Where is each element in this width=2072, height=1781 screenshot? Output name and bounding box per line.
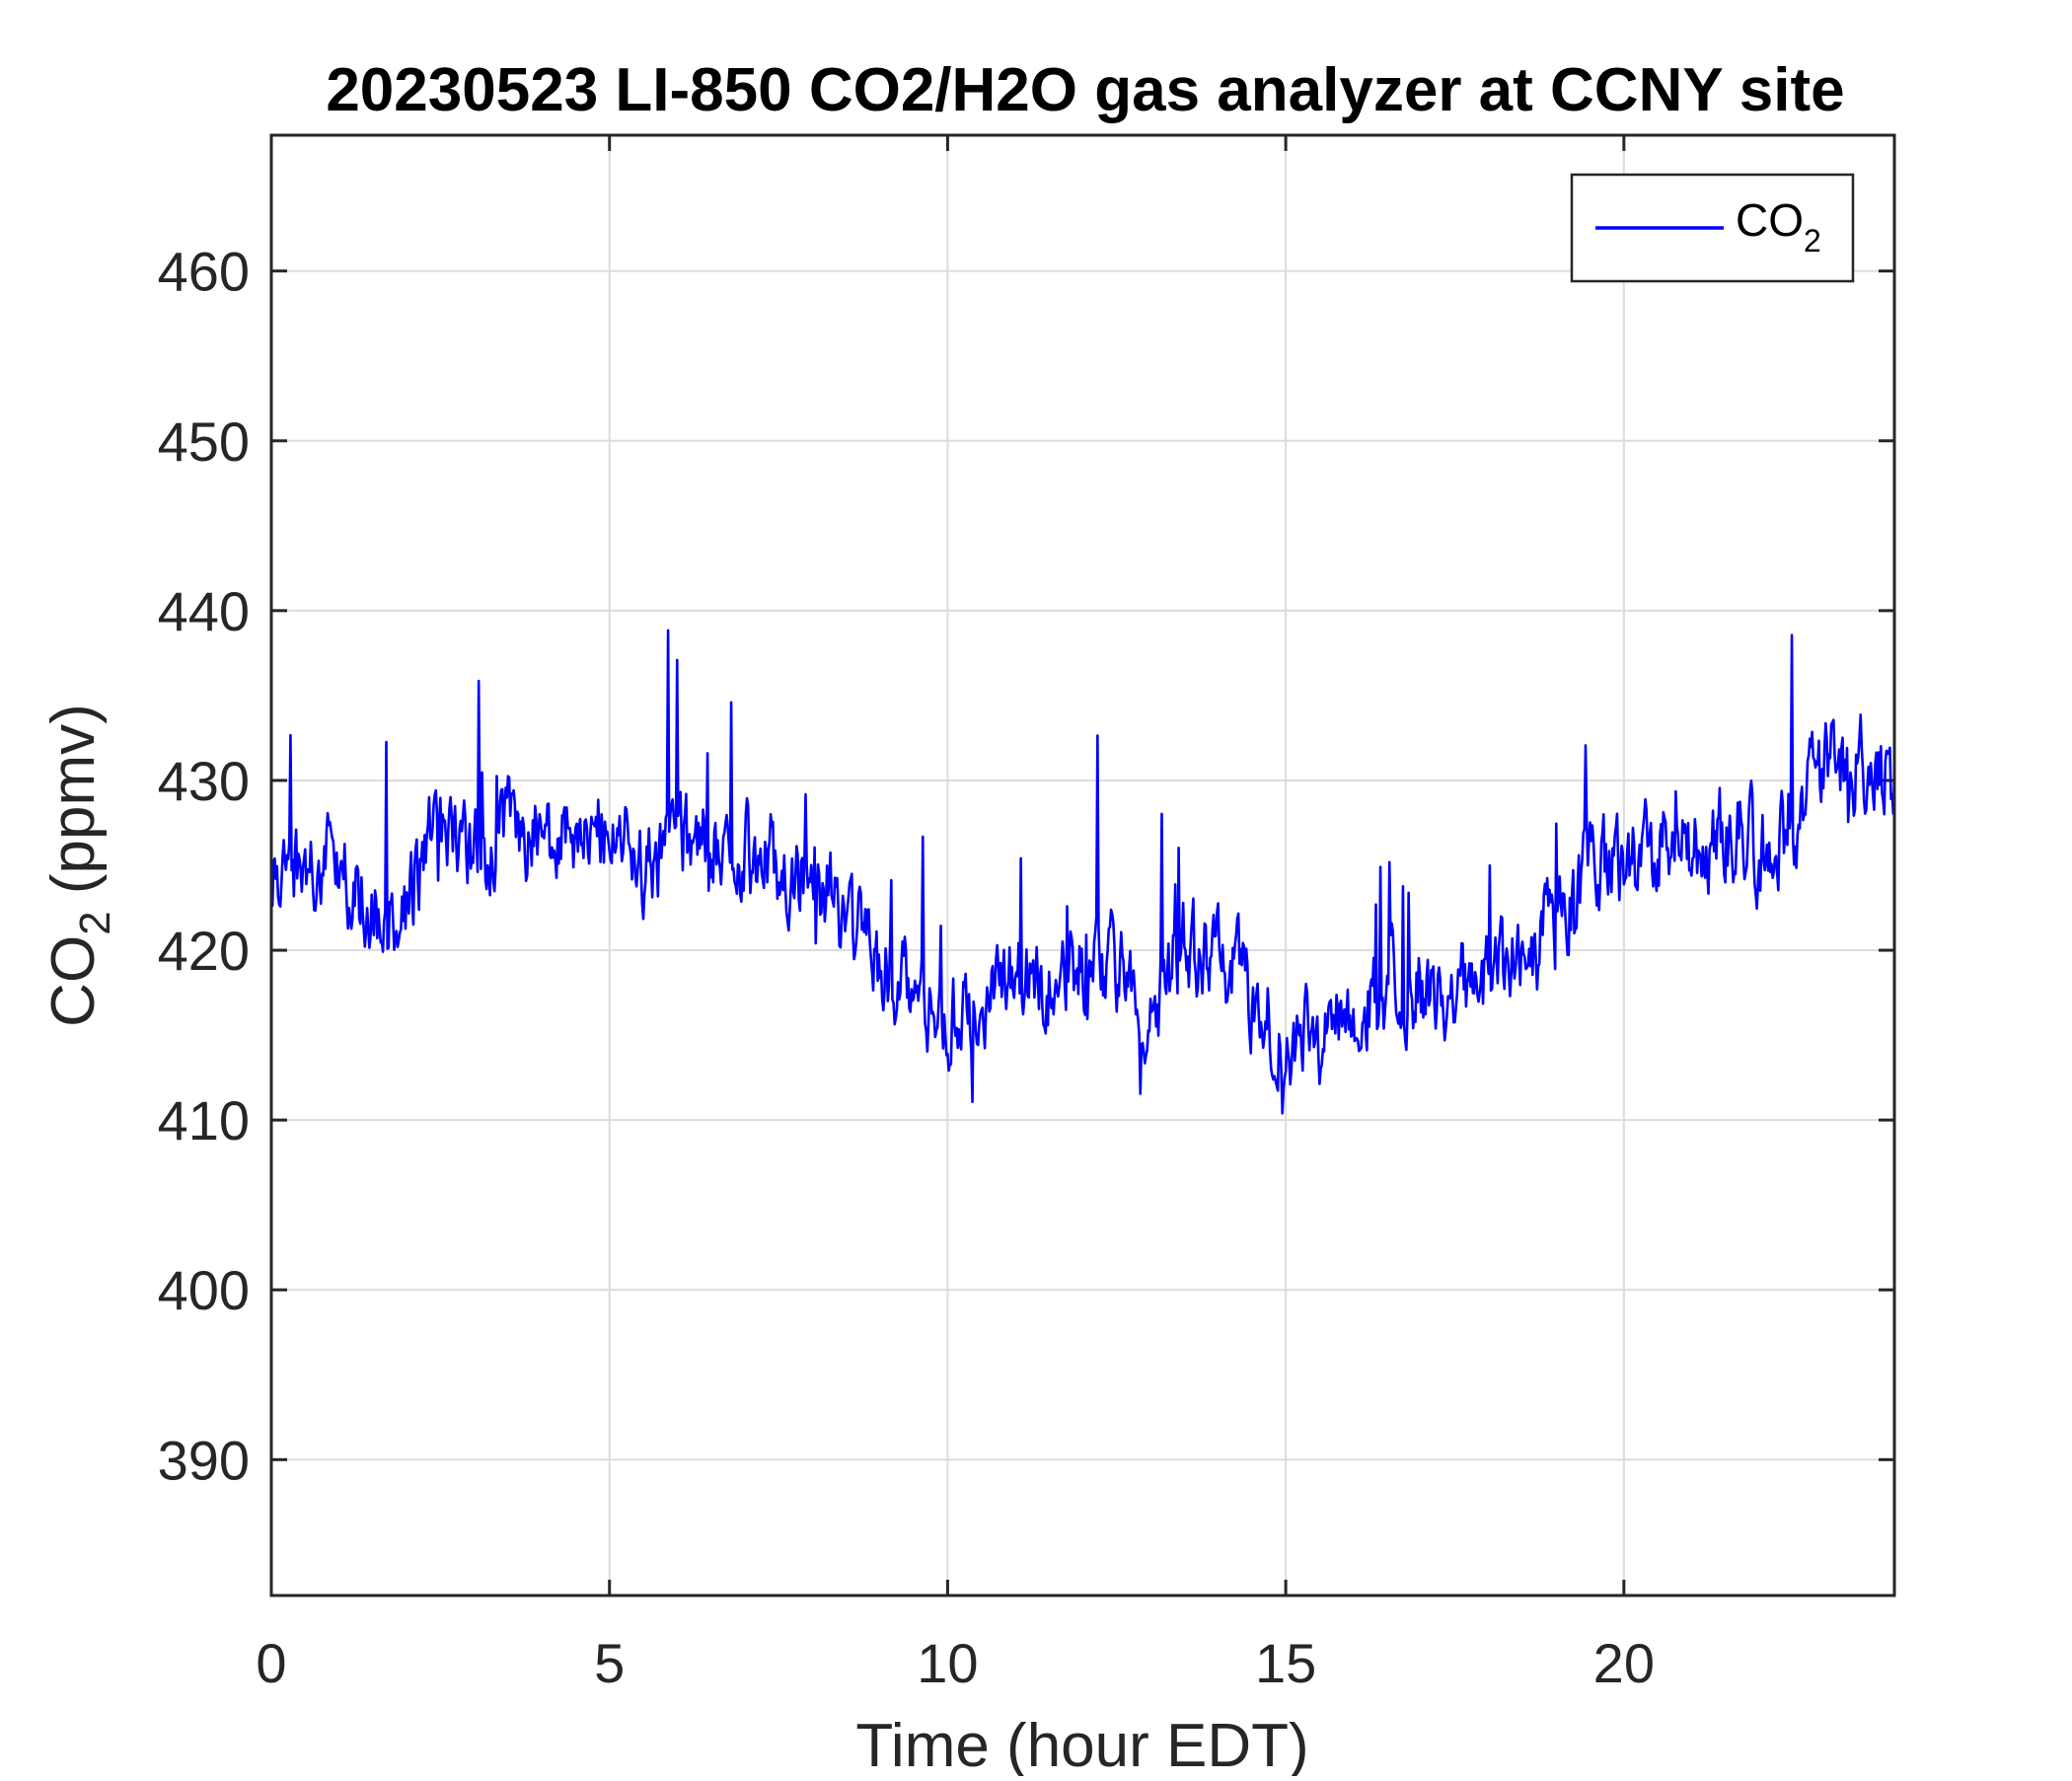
y-tick-labels: 390 400 410 420 430 440 450 460 xyxy=(158,241,250,1492)
x-tick-label: 20 xyxy=(1593,1632,1655,1694)
y-tick-label: 460 xyxy=(158,241,250,303)
x-tick-label: 5 xyxy=(594,1632,625,1694)
y-tick-label: 420 xyxy=(158,920,250,982)
y-tick-label: 400 xyxy=(158,1259,250,1321)
co2-series-line xyxy=(269,629,1896,1115)
x-axis-label: Time (hour EDT) xyxy=(855,1712,1308,1776)
legend-label-base: CO xyxy=(1736,194,1804,246)
series-layer xyxy=(269,629,1896,1115)
x-tick-labels: 0 5 10 15 20 xyxy=(256,1632,1655,1694)
y-axis-label-subscript: 2 xyxy=(71,911,119,934)
y-tick-label: 430 xyxy=(158,750,250,812)
x-tick-label: 15 xyxy=(1255,1632,1316,1694)
y-axis-label-unit: (ppmv) xyxy=(39,704,108,911)
y-tick-label: 450 xyxy=(158,410,250,473)
y-axis-label: CO2 (ppmv) xyxy=(39,704,119,1027)
y-tick-label: 440 xyxy=(158,580,250,642)
x-tick-label: 10 xyxy=(917,1632,978,1694)
y-tick-label: 410 xyxy=(158,1089,250,1151)
legend[interactable]: CO2 xyxy=(1570,173,1855,283)
y-tick-label: 390 xyxy=(158,1429,250,1491)
x-tick-label: 0 xyxy=(256,1632,286,1694)
chart-title: 20230523 LI-850 CO2/H2O gas analyzer at … xyxy=(326,56,1844,124)
plot-frame xyxy=(269,133,1896,1597)
y-axis-label-base: CO xyxy=(39,935,108,1027)
legend-label-subscript: 2 xyxy=(1804,223,1821,259)
legend-label: CO2 xyxy=(1736,194,1821,259)
